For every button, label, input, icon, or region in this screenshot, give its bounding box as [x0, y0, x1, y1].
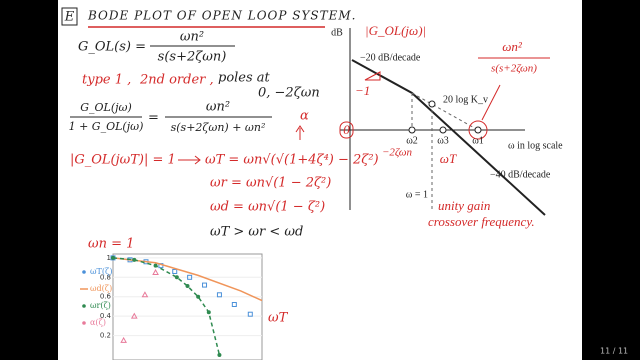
- note: poles at: [218, 71, 271, 86]
- label: −1: [355, 83, 370, 98]
- y-tick-label: 1: [107, 254, 111, 262]
- note: G_OL(jω): [80, 101, 132, 114]
- label: −20 dB/decade: [360, 52, 421, 63]
- point: [206, 310, 211, 315]
- note: ωn²: [180, 30, 204, 45]
- box: [61, 7, 78, 26]
- label: 0: [343, 122, 350, 137]
- point: [174, 275, 179, 280]
- legend-label: ωd(ζ): [90, 284, 112, 293]
- label: unity gain: [438, 198, 490, 213]
- label: 20 log K_v: [443, 94, 488, 105]
- legend-label: ωT(ζ): [90, 267, 112, 276]
- label: ω = 1: [406, 189, 428, 200]
- point: [196, 294, 201, 299]
- arrow: [481, 84, 501, 121]
- y-tick-label: 0.6: [100, 293, 112, 301]
- note: s(s+2ζωn): [158, 50, 227, 65]
- point: [474, 126, 482, 134]
- label: −40 dB/decade: [490, 169, 551, 180]
- y-tick-label: 0.4: [100, 312, 112, 320]
- highlight: [468, 120, 488, 140]
- note: |G_OL(jωT)| = 1: [70, 153, 176, 168]
- point: [439, 126, 447, 134]
- note: s(s+2ζωn) + ωn²: [171, 121, 266, 134]
- label: s(s+2ζωn): [491, 63, 537, 75]
- notes: G_OL(s) = ωn² s(s+2ζωn) type 1 , 2nd ord…: [69, 30, 379, 240]
- point: [111, 255, 115, 260]
- side-bar: [582, 0, 640, 360]
- chart: ωn = 1 ωT 0.2 0.4 0.6 0.8 1 ωT(ζ) ωd(ζ) ωr(ζ) α(…: [80, 237, 289, 360]
- label: ωn²: [502, 39, 523, 54]
- legend-label: α(ζ): [90, 318, 106, 327]
- note: G_OL(s) =: [78, 40, 146, 55]
- plot-frame: [112, 253, 263, 360]
- label: −2ζωn: [382, 147, 413, 159]
- point: [152, 268, 159, 275]
- title: BODE PLOT OF OPEN LOOP SYSTEM.: [87, 9, 357, 23]
- highlight: [339, 121, 354, 139]
- note: ωn²: [206, 100, 230, 115]
- arrow: [178, 155, 201, 165]
- note: ωr = ωn√(1 − 2ζ²): [210, 176, 331, 191]
- label: |G_OL(jω)|: [365, 23, 426, 38]
- note: =: [148, 111, 159, 126]
- note: α: [300, 109, 309, 124]
- note: 0, −2ζωn: [258, 86, 320, 101]
- legend-swatch: [82, 304, 86, 308]
- note: ωd = ωn√(1 − ζ²): [210, 200, 325, 215]
- label: ω1: [472, 135, 484, 146]
- point: [172, 268, 178, 274]
- annotation: ωn = 1: [88, 237, 134, 252]
- point: [141, 291, 149, 298]
- arrow: [295, 125, 305, 140]
- point: [202, 282, 208, 288]
- note: 1 + G_OL(jω): [69, 120, 144, 133]
- point: [132, 257, 137, 262]
- dashed: [411, 92, 479, 210]
- point: [231, 302, 237, 307]
- side-bar: [0, 0, 58, 360]
- legend-swatch: [82, 270, 86, 274]
- series-line: [112, 257, 221, 356]
- note: type 1 ,: [82, 73, 131, 88]
- point: [153, 263, 158, 268]
- point: [120, 336, 127, 343]
- label: ωT: [440, 151, 457, 166]
- y-tick-label: 0.2: [100, 332, 111, 340]
- legend-swatch: [82, 321, 86, 325]
- point: [428, 100, 436, 108]
- point: [130, 312, 138, 319]
- point: [187, 274, 193, 280]
- point: [408, 126, 416, 134]
- page-number: 11 / 11: [600, 347, 628, 356]
- label: ω3: [437, 135, 449, 146]
- y-tick-label: 0.8: [100, 273, 111, 281]
- label: ω2: [406, 135, 418, 146]
- note: ωT = ωn√(√(1+4ζ⁴) − 2ζ²): [205, 153, 379, 168]
- point: [216, 292, 222, 298]
- curve-label: ωT: [268, 311, 289, 326]
- legend-label: ωr(ζ): [90, 301, 111, 310]
- label: crossover frequency.: [428, 214, 535, 229]
- box-letter: E: [64, 10, 75, 25]
- note: 2nd order ,: [139, 73, 214, 88]
- slope-triangle: [364, 71, 381, 81]
- point: [247, 311, 253, 317]
- bode-plot: dB |G_OL(jω)| −20 dB/decade −1 20 log K_…: [331, 23, 563, 229]
- point: [217, 353, 222, 357]
- point: [185, 284, 190, 289]
- label: ω in log scale: [508, 140, 563, 151]
- note: ωT > ωr < ωd: [210, 225, 303, 240]
- label: dB: [331, 27, 343, 38]
